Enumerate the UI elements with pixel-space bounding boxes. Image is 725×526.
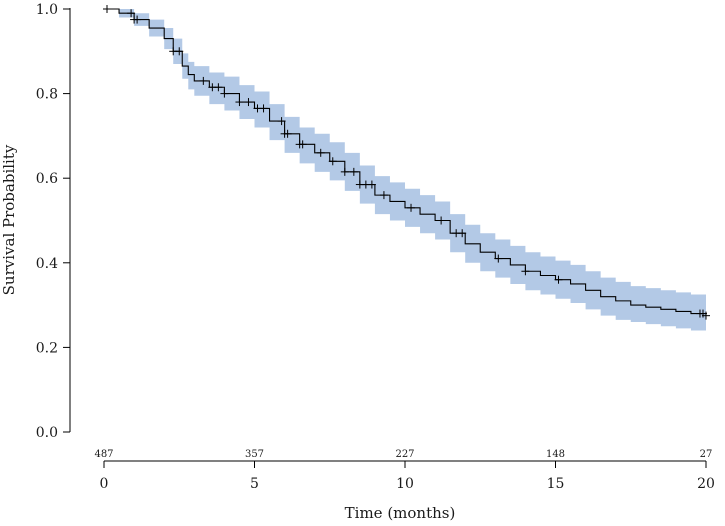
censor-mark: [494, 254, 503, 263]
y-tick-label: 0.8: [36, 87, 58, 103]
censor-mark: [259, 104, 268, 113]
censor-marks-layer: [103, 5, 710, 320]
censor-mark: [133, 15, 142, 24]
y-axis-title: Survival Probability: [0, 144, 18, 295]
censor-mark: [316, 148, 325, 157]
confidence-band-layer: [104, 9, 706, 333]
risk-table: 487 357 227 148 27: [94, 449, 712, 460]
x-tick-label: 10: [396, 476, 414, 492]
censor-mark: [175, 47, 184, 56]
risk-count-label: 148: [546, 449, 565, 460]
y-tick-label: 0.4: [36, 256, 58, 272]
censor-mark: [702, 311, 710, 320]
risk-count-label: 227: [395, 449, 414, 460]
y-tick-label: 0.6: [36, 171, 58, 187]
x-axis-title: Time (months): [345, 504, 456, 522]
x-tick-label: 5: [250, 476, 259, 492]
censor-mark: [103, 5, 112, 13]
survival-line-layer: [104, 8, 707, 316]
censor-mark: [199, 76, 208, 85]
censor-mark: [379, 191, 388, 200]
censor-mark: [349, 167, 358, 176]
y-tick-label: 0.0: [36, 425, 58, 441]
y-tick-label: 1.0: [36, 2, 58, 18]
censor-mark: [244, 98, 253, 107]
y-tick-label: 0.2: [36, 340, 58, 356]
censor-mark: [298, 140, 307, 149]
survival-line: [104, 8, 707, 316]
censor-mark: [521, 267, 530, 276]
censor-mark: [283, 129, 292, 138]
censor-mark: [214, 83, 223, 92]
censor-mark: [340, 167, 349, 176]
risk-count-label: 487: [94, 449, 113, 460]
x-tick-label: 15: [547, 476, 565, 492]
censor-mark: [407, 203, 416, 212]
censor-mark: [437, 216, 446, 225]
censor-mark: [554, 275, 563, 284]
x-axis: 0 5 10 15 20: [100, 460, 715, 492]
censor-mark: [127, 9, 136, 18]
x-tick-label: 20: [697, 476, 715, 492]
risk-count-label: 27: [700, 449, 713, 460]
risk-count-label: 357: [245, 449, 264, 460]
confidence-band: [104, 9, 706, 333]
censor-mark: [277, 117, 286, 126]
censor-mark: [328, 157, 337, 166]
censor-mark: [458, 229, 467, 238]
censor-mark: [220, 89, 229, 98]
y-axis: 0.0 0.2 0.4 0.6 0.8 1.0: [36, 2, 71, 441]
censor-mark: [367, 180, 376, 189]
x-tick-label: 0: [100, 476, 109, 492]
censor-mark: [235, 98, 244, 107]
